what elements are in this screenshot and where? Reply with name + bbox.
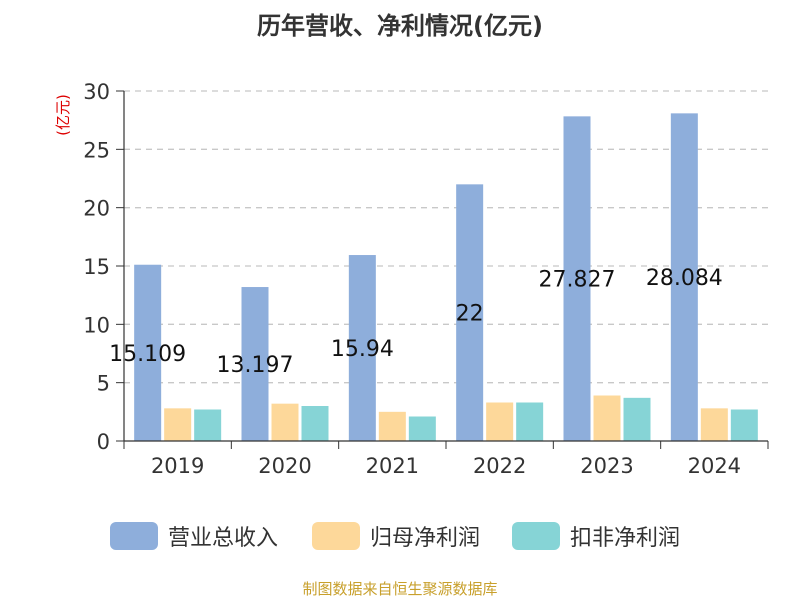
x-tick-label: 2022 bbox=[473, 454, 526, 478]
legend-item-revenue[interactable]: 营业总收入 bbox=[110, 520, 278, 552]
bars bbox=[134, 113, 758, 442]
bar[interactable] bbox=[730, 409, 758, 442]
legend-swatch-revenue bbox=[110, 522, 158, 550]
data-label: 27.827 bbox=[539, 268, 616, 293]
legend-item-net-profit[interactable]: 归母净利润 bbox=[312, 520, 480, 552]
bar[interactable] bbox=[301, 406, 329, 441]
bar[interactable] bbox=[593, 395, 621, 442]
legend-item-adjusted-net-profit[interactable]: 扣非净利润 bbox=[512, 520, 680, 552]
bar[interactable] bbox=[348, 255, 376, 441]
y-tick-label: 0 bbox=[97, 430, 110, 454]
data-label: 15.109 bbox=[109, 342, 186, 367]
bar[interactable] bbox=[408, 416, 436, 442]
bar[interactable] bbox=[241, 287, 269, 441]
y-axis-label: (亿元) bbox=[54, 94, 72, 136]
x-tick-label: 2020 bbox=[258, 454, 311, 478]
bar[interactable] bbox=[516, 402, 544, 442]
x-tick-label: 2023 bbox=[580, 454, 633, 478]
axes: 0 5 10 15 20 25 30 2019 2020 2021 2022 2023 2024 bbox=[83, 80, 769, 478]
x-tick-label: 2019 bbox=[151, 454, 204, 478]
data-label: 22 bbox=[456, 302, 484, 327]
y-tick-label: 25 bbox=[83, 138, 110, 162]
y-tick-label: 20 bbox=[83, 197, 110, 221]
bar[interactable] bbox=[194, 409, 222, 442]
bar[interactable] bbox=[271, 403, 299, 441]
bar[interactable] bbox=[456, 184, 484, 442]
legend-swatch-net-profit bbox=[312, 522, 360, 550]
legend-swatch-adjusted-net-profit bbox=[512, 522, 560, 550]
legend-label-adjusted-net-profit: 扣非净利润 bbox=[570, 526, 681, 551]
y-tick-label: 15 bbox=[83, 255, 110, 279]
y-tick-label: 5 bbox=[97, 372, 110, 396]
bar[interactable] bbox=[563, 116, 591, 441]
data-labels: 15.109 13.197 15.94 22 27.827 28.084 bbox=[109, 266, 723, 378]
data-source-note: 制图数据来自恒生聚源数据库 bbox=[302, 580, 498, 598]
y-tick-label: 30 bbox=[83, 80, 110, 104]
bar[interactable] bbox=[623, 397, 651, 441]
legend-label-revenue: 营业总收入 bbox=[168, 526, 279, 551]
bar[interactable] bbox=[486, 402, 514, 442]
bar[interactable] bbox=[164, 408, 192, 441]
x-tick-label: 2021 bbox=[366, 454, 419, 478]
x-tick-label: 2024 bbox=[688, 454, 741, 478]
bar[interactable] bbox=[134, 264, 162, 441]
chart-title: 历年营收、净利情况(亿元) bbox=[257, 12, 543, 40]
data-label: 15.94 bbox=[331, 337, 394, 362]
data-label: 28.084 bbox=[646, 266, 723, 291]
data-label: 13.197 bbox=[217, 353, 294, 378]
bar[interactable] bbox=[670, 113, 698, 441]
legend-label-net-profit: 归母净利润 bbox=[370, 526, 481, 551]
y-tick-label: 10 bbox=[83, 313, 110, 337]
bar[interactable] bbox=[378, 411, 406, 441]
bar[interactable] bbox=[700, 408, 728, 441]
grid bbox=[124, 90, 768, 384]
